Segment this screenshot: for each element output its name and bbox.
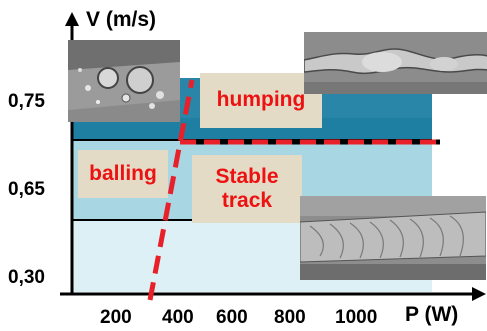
y-axis-title: V (m/s) (86, 8, 157, 31)
x-tick-label: 400 (162, 307, 194, 328)
y-tick-label: 0,75 (8, 91, 45, 112)
x-axis-arrow (472, 287, 486, 301)
humping-micrograph (304, 32, 487, 94)
x-axis-title: P (W) (405, 303, 459, 326)
x-tick-label: 1000 (335, 307, 378, 328)
stable-track-micrograph (300, 196, 486, 280)
stable-track-label-box: Stable track (192, 155, 302, 223)
humping-label: humping (216, 88, 306, 112)
y-tick-label: 0,30 (8, 267, 45, 288)
balling-threshold-dashed-line (147, 79, 195, 301)
humping-label-box: humping (200, 73, 322, 128)
balling-label: balling (89, 161, 157, 185)
y-axis-arrow (65, 12, 79, 26)
balling-label-box: balling (78, 150, 168, 198)
track-label: track (221, 189, 273, 212)
balling-micrograph (68, 40, 180, 122)
y-tick-label: 0,65 (8, 179, 45, 200)
x-tick-label: 800 (274, 307, 306, 328)
x-tick-label: 200 (100, 307, 132, 328)
x-tick-label: 600 (216, 307, 248, 328)
stable-label: Stable (215, 164, 279, 188)
